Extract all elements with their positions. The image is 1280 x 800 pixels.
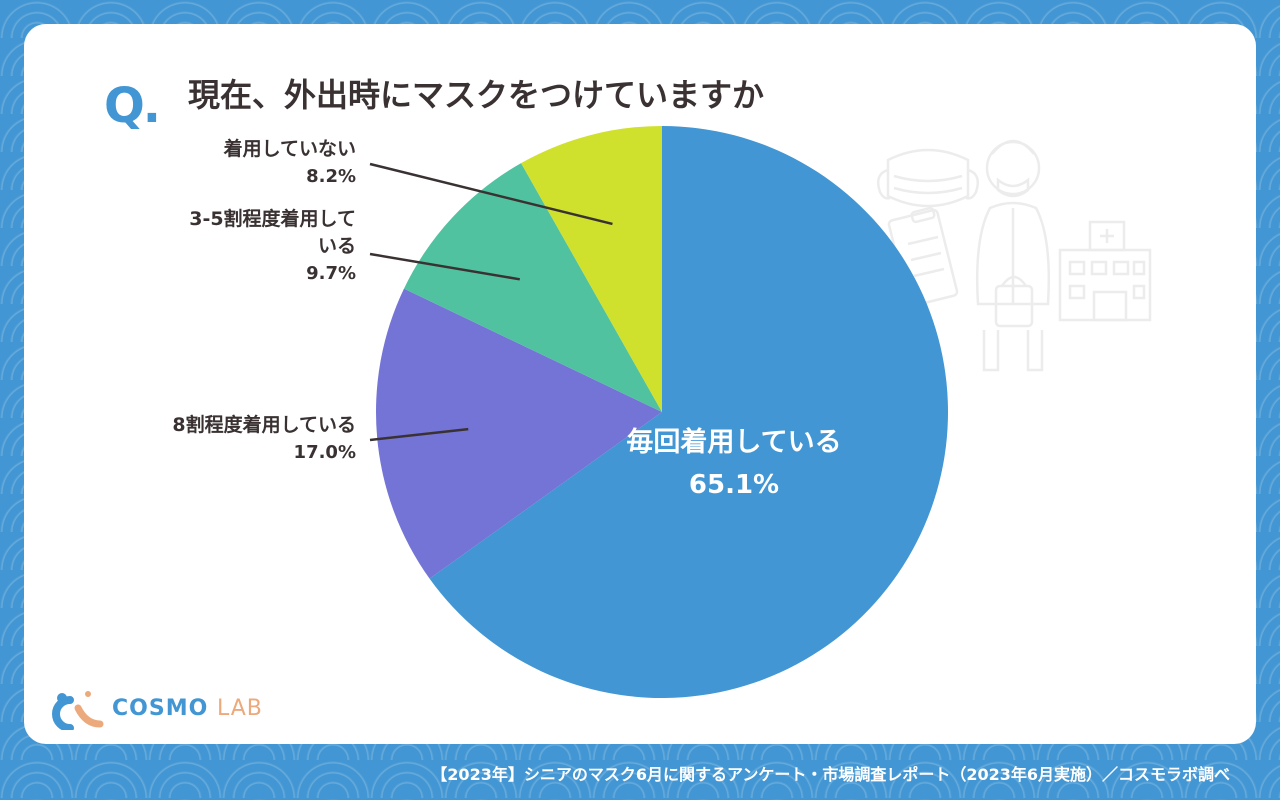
pie-slice-2 <box>403 163 662 412</box>
question-mark: Q. <box>104 78 161 134</box>
slice-value: 65.1% <box>688 470 780 500</box>
source-footer: 【2023年】シニアのマスク6月に関するアンケート・市場調査レポート（2023年… <box>431 765 1230 784</box>
hospital-icon <box>1058 220 1152 322</box>
cosmo-lab-logo: COSMO LAB <box>48 686 263 730</box>
logo-icon <box>52 691 104 730</box>
slice-value: 17.0% <box>293 442 356 463</box>
logo-text-cosmo: COSMO <box>112 695 209 721</box>
leader-line-3 <box>369 162 613 226</box>
leader-line-1 <box>369 427 469 442</box>
logo-text: COSMO LAB <box>112 696 263 721</box>
content-card: Q. 現在、外出時にマスクをつけていますか <box>24 24 1256 744</box>
pie-slice-1 <box>376 288 662 579</box>
label-80-percent: 8割程度着用している 17.0% <box>172 412 356 466</box>
logo-text-lab: LAB <box>216 695 263 721</box>
slice-value: 9.7% <box>306 263 356 284</box>
label-every-time: 毎回着用している 65.1% <box>584 422 884 506</box>
slice-label-line1: 3-5割程度着用して <box>189 208 356 230</box>
slice-label: 8割程度着用している <box>172 414 356 436</box>
mask-icon <box>877 148 979 208</box>
slice-label: 毎回着用している <box>626 427 842 458</box>
slice-label-line2: いる <box>317 235 356 257</box>
question-title: 現在、外出時にマスクをつけていますか <box>188 76 765 114</box>
pie-slice-0 <box>429 126 949 698</box>
pie-chart <box>369 126 949 698</box>
label-30-50-percent: 3-5割程度着用して いる 9.7% <box>189 206 356 287</box>
senior-woman-icon <box>975 139 1051 372</box>
pie-slice-3 <box>521 126 662 412</box>
leader-line-2 <box>369 252 521 281</box>
slice-value: 8.2% <box>306 166 356 187</box>
slice-label: 着用していない <box>223 138 356 160</box>
label-not-wearing: 着用していない 8.2% <box>224 136 356 190</box>
